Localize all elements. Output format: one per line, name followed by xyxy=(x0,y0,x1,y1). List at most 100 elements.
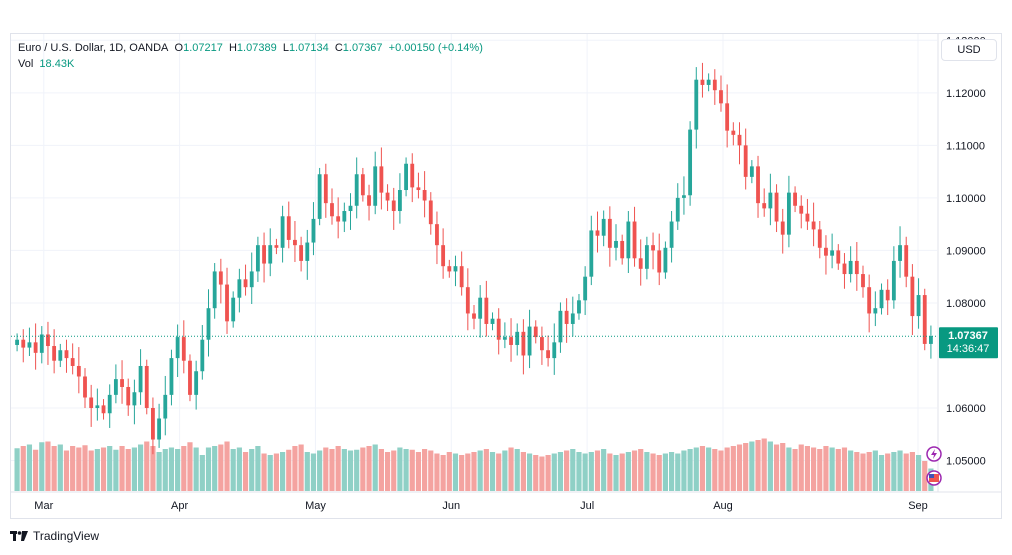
candle-body xyxy=(348,205,353,212)
volume-bar xyxy=(341,449,347,491)
volume-bar xyxy=(317,450,323,491)
candle-body xyxy=(157,418,162,440)
candle-body xyxy=(688,129,693,196)
volume-bar xyxy=(533,455,539,491)
candle-body xyxy=(132,392,137,406)
candle-body xyxy=(583,276,588,301)
candles xyxy=(15,62,933,455)
high-label: H xyxy=(228,42,237,54)
volume-bar xyxy=(662,453,669,491)
candle-body xyxy=(305,242,310,261)
candle-body xyxy=(373,166,378,206)
candle-body xyxy=(675,197,680,222)
brand-name: TradingView xyxy=(33,529,100,543)
candle-body xyxy=(904,245,909,277)
candle-body xyxy=(830,250,835,256)
volume-bar xyxy=(378,449,384,491)
volume-bar xyxy=(601,449,607,491)
volume-bar xyxy=(915,455,922,491)
candle-body xyxy=(731,130,736,135)
candle-body xyxy=(546,350,551,359)
volume-bar xyxy=(570,449,576,491)
volume-value: 18.43K xyxy=(39,58,75,70)
volume-bar xyxy=(144,441,150,491)
volume-bar xyxy=(286,449,292,491)
volume-bar xyxy=(323,447,329,491)
candle-body xyxy=(490,318,495,324)
candle-body xyxy=(700,79,705,85)
volume-bar xyxy=(347,450,354,491)
last-price-tag: 1.07367 14:36:47 xyxy=(939,327,998,359)
candle-body xyxy=(570,313,575,324)
volume-bar xyxy=(409,449,415,491)
candle-body xyxy=(126,386,131,406)
price-tick-label: 1.12000 xyxy=(946,88,986,100)
volume-bar xyxy=(298,444,304,491)
candle-body xyxy=(805,213,810,222)
change-value: +0.00150 (+0.14%) xyxy=(388,42,483,54)
time-tick-label: May xyxy=(305,500,326,512)
volume-bar xyxy=(63,450,70,491)
price-axis: 1.130001.120001.110001.100001.090001.080… xyxy=(946,35,986,467)
volume-bar xyxy=(261,453,267,491)
volume-bar xyxy=(557,452,564,491)
candle-body xyxy=(249,271,254,288)
chart-frame xyxy=(10,33,1002,519)
volume-bar xyxy=(440,455,446,491)
volume-bar xyxy=(699,446,706,491)
symbol-title[interactable]: Euro / U.S. Dollar, 1D, OANDA xyxy=(18,42,169,54)
candle-body xyxy=(206,308,211,340)
volume-bar xyxy=(205,447,212,491)
candle-body xyxy=(601,218,606,236)
volume-bar xyxy=(199,455,205,491)
candle-body xyxy=(410,163,415,188)
candle-body xyxy=(706,79,711,85)
candle-body xyxy=(712,79,717,91)
candle-body xyxy=(762,203,767,209)
volume-bar xyxy=(551,453,557,491)
candle-body xyxy=(515,331,520,345)
candle-body xyxy=(120,379,124,387)
close-label: C xyxy=(334,42,343,54)
volume-bar xyxy=(811,447,817,491)
volume-bar xyxy=(279,452,286,491)
volume-bar xyxy=(909,452,915,491)
volume-bar xyxy=(848,450,854,491)
volume-bar xyxy=(360,447,366,491)
candle-body xyxy=(725,103,730,131)
candle-body xyxy=(163,394,168,419)
volume-bar xyxy=(465,453,471,491)
low-label: L xyxy=(282,42,289,54)
volume-label: Vol xyxy=(18,58,34,70)
candle-body xyxy=(496,318,501,340)
alert-icons[interactable] xyxy=(926,446,942,486)
candle-body xyxy=(367,195,371,206)
candle-body xyxy=(595,230,600,236)
candle-body xyxy=(391,200,396,212)
candle-body xyxy=(76,365,81,377)
candle-body xyxy=(243,279,248,288)
candle-body xyxy=(422,190,427,201)
candle-body xyxy=(749,166,754,177)
volume-bar xyxy=(45,441,51,491)
volume-bar xyxy=(70,446,76,491)
candle-body xyxy=(33,342,38,353)
candle-body xyxy=(428,200,433,225)
candle-body xyxy=(799,205,804,214)
volume-bar xyxy=(607,453,613,491)
volume-bar xyxy=(51,446,57,491)
volume-bar xyxy=(452,453,459,491)
symbol-legend: Euro / U.S. Dollar, 1D, OANDA O1.07217 H… xyxy=(18,42,483,54)
volume-bar xyxy=(767,441,773,491)
candle-body xyxy=(218,271,223,285)
tradingview-brand[interactable]: TradingView xyxy=(10,529,99,543)
currency-button[interactable]: USD xyxy=(941,39,997,61)
volume-bar xyxy=(20,446,26,491)
price-tick-label: 1.09000 xyxy=(946,245,986,257)
volume-bar xyxy=(131,447,137,491)
volume-bar xyxy=(817,449,823,491)
volume-bars xyxy=(14,438,934,491)
high-value: 1.07389 xyxy=(236,42,277,54)
volume-bar xyxy=(33,449,39,491)
